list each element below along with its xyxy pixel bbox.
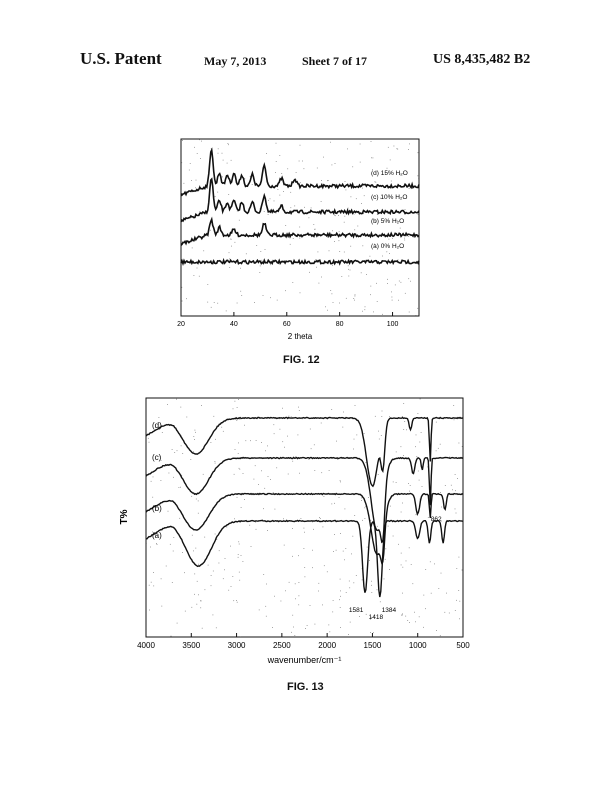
fig13-x-tick-label: 3500	[182, 641, 200, 650]
fig13-peak-annotation: 1418	[369, 614, 384, 621]
fig13-y-axis-label: T%	[119, 509, 130, 524]
fig12-x-tick-label: 100	[387, 321, 399, 328]
fig13-peak-annotation: 862	[431, 516, 442, 523]
fig12-x-tick-label: 20	[177, 321, 185, 328]
fig13-x-tick-label: 3000	[228, 641, 246, 650]
fig13-x-tick-label: 2000	[318, 641, 336, 650]
fig13-x-tick-label: 1500	[364, 641, 382, 650]
patent-number: US 8,435,482 B2	[433, 52, 531, 67]
fig12-x-tick-label: 40	[230, 321, 238, 328]
fig12-series-line	[180, 257, 420, 267]
fig13-series-line	[146, 519, 464, 598]
fig12-series-label: (b) 5% H₂O	[371, 218, 404, 225]
fig12-series-label: (a) 0% H₂O	[371, 243, 404, 250]
fig13-x-tick-label: 500	[456, 641, 470, 650]
fig13-series-line	[145, 456, 464, 544]
fig13-series-line	[145, 492, 464, 565]
fig13-caption: FIG. 13	[287, 681, 324, 693]
patent-date: May 7, 2013	[204, 54, 267, 68]
patent-label: U.S. Patent	[80, 49, 162, 68]
fig13-plot-frame	[145, 397, 464, 638]
fig13-peak-annotation: 1384	[382, 607, 397, 614]
fig13-x-axis-label: wavenumber/cm⁻¹	[267, 655, 342, 665]
fig13-series-label: (d)	[152, 421, 162, 430]
fig12-x-axis-label: 2 theta	[288, 332, 313, 341]
fig13-x-tick-label: 4000	[137, 641, 155, 650]
fig12-x-tick-label: 60	[283, 321, 291, 328]
fig13-series-label: (a)	[152, 531, 162, 540]
fig12-series-label: (c) 10% H₂O	[371, 194, 407, 201]
fig12-caption: FIG. 12	[283, 354, 320, 366]
fig13-x-tick-label: 2500	[273, 641, 291, 650]
fig12-series-line	[180, 216, 420, 246]
fig12-noise-texture	[181, 139, 419, 316]
fig12-series-label: (d) 15% H₂O	[371, 170, 408, 177]
fig13-series-line	[145, 416, 464, 488]
fig12-series-line	[180, 147, 420, 197]
fig12-plot-frame	[180, 138, 420, 317]
fig13-peak-annotation: 1581	[349, 607, 364, 614]
fig12-x-tick-label: 80	[336, 321, 344, 328]
fig13-x-tick-label: 1000	[409, 641, 427, 650]
sheet-number: Sheet 7 of 17	[302, 54, 367, 68]
fig12-series-line	[180, 177, 420, 223]
fig13-series-label: (b)	[152, 504, 162, 513]
fig13-series-label: (c)	[152, 453, 162, 462]
fig13-noise-texture	[146, 398, 463, 637]
